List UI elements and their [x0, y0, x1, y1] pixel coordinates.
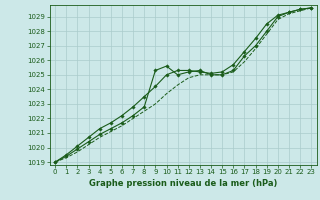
X-axis label: Graphe pression niveau de la mer (hPa): Graphe pression niveau de la mer (hPa) [89, 179, 277, 188]
